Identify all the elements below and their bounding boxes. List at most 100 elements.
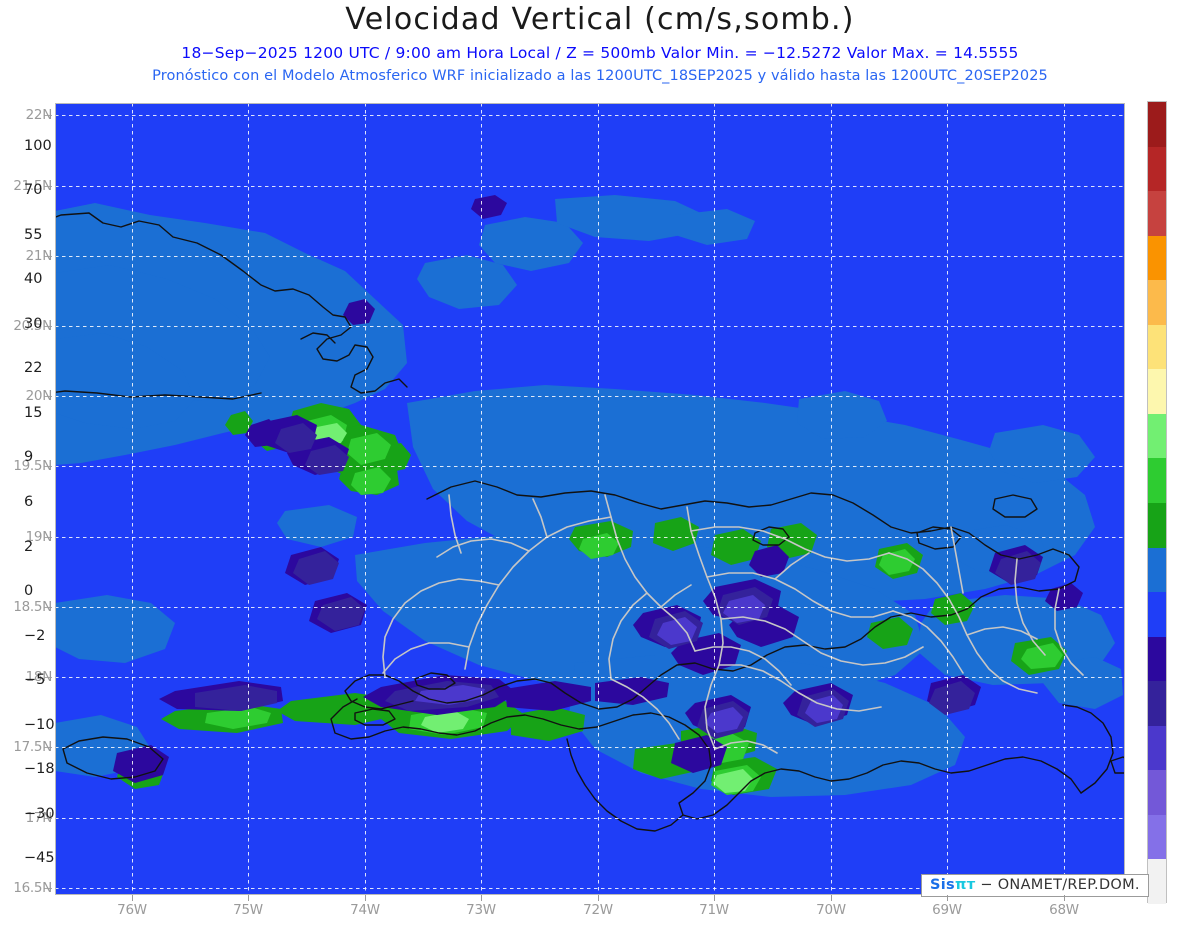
longitude-tick-mark [248,895,249,901]
longitude-tick-mark [831,895,832,901]
colorbar-tick-label: 70 [24,182,43,199]
latitude-tick-label: 17.5N [13,739,52,755]
longitude-tick-label: 68W [1049,902,1079,918]
vertical-velocity-shading [55,103,1125,895]
longitude-tick-mark [1064,895,1065,901]
longitude-tick-label: 70W [816,902,846,918]
longitude-tick-mark [132,895,133,901]
colorbar-segment[interactable] [1148,814,1166,860]
colorbar-tick-label: 6 [24,494,34,510]
colorbar-segment[interactable] [1148,369,1166,414]
latitude-tick-label: 21.5N [13,178,52,194]
forecast-meta-line: 18−Sep−2025 1200 UTC / 9:00 am Hora Loca… [181,44,1019,62]
latitude-tick-label: 17N [25,810,53,826]
latitude-tick-mark [44,396,52,397]
latitude-tick-label: 20.5N [13,318,52,334]
latitude-tick-label: 22N [25,107,53,123]
latitude-tick-label: 18N [25,669,53,685]
colorbar-tick-label: 100 [24,137,52,154]
gridline-horizontal [55,256,1125,257]
colorbar-tick-label: 15 [24,404,43,421]
gridline-vertical [365,103,366,895]
gridline-vertical [248,103,249,895]
colorbar-segment[interactable] [1148,458,1166,503]
colorbar-tick-label: 2 [24,538,34,555]
longitude-tick-mark [714,895,715,901]
longitude-tick-label: 69W [932,902,962,918]
longitude-tick-mark [365,895,366,901]
latitude-tick-label: 20N [25,388,53,404]
colorbar-segment[interactable] [1148,102,1166,147]
longitude-tick-label: 71W [699,902,729,918]
longitude-tick-label: 75W [233,902,263,918]
colorbar-tick-label: 22 [24,360,43,377]
colorbar-tick-label: −30 [24,805,55,822]
colorbar-segment[interactable] [1148,725,1166,771]
gridline-vertical [481,103,482,895]
latitude-tick-mark [44,537,52,538]
latitude-tick-label: 18.5N [13,599,52,615]
gridline-vertical [947,103,948,895]
latitude-tick-mark [44,607,52,608]
latitude-tick-mark [44,818,52,819]
colorbar-tick-label: −2 [24,627,46,644]
page-title: Velocidad Vertical (cm/s,somb.) [345,2,855,37]
colorbar-segment[interactable] [1148,235,1166,281]
latitude-tick-mark [44,888,52,889]
gridline-horizontal [55,466,1125,467]
longitude-tick-label: 74W [350,902,380,918]
latitude-tick-mark [44,326,52,327]
gridline-vertical [714,103,715,895]
gridline-horizontal [55,115,1125,116]
colorbar-segment[interactable] [1148,636,1166,682]
colorbar-tick-label: −45 [24,850,55,867]
longitude-tick-mark [947,895,948,901]
colorbar-tick-label: −10 [24,716,55,733]
colorbar-segment[interactable] [1148,324,1166,370]
gridline-horizontal [55,607,1125,608]
colorbar-segment[interactable] [1148,681,1166,726]
gridline-vertical [831,103,832,895]
colorbar-tick-label: 0 [24,583,34,600]
colorbar-segment[interactable] [1148,503,1166,548]
logo-pi-icon: πт [954,877,976,893]
longitude-tick-mark [481,895,482,901]
gridline-vertical [598,103,599,895]
logo-agency-text: − ONAMET/REP.DOM. [980,877,1140,893]
colorbar-segment[interactable] [1148,146,1166,192]
colorbar-tick-label: 30 [24,315,43,332]
gridline-horizontal [55,888,1125,889]
colorbar-segment[interactable] [1148,413,1166,459]
colorbar-segment[interactable] [1148,770,1166,815]
latitude-tick-mark [44,466,52,467]
latitude-tick-label: 16.5N [13,880,52,896]
colorbar-tick-label: −5 [24,672,46,689]
latitude-tick-label: 19.5N [13,458,52,474]
latitude-tick-mark [44,747,52,748]
gridline-horizontal [55,537,1125,538]
longitude-tick-label: 76W [117,902,147,918]
gridline-horizontal [55,747,1125,748]
colorbar-segment[interactable] [1148,547,1166,593]
latitude-tick-mark [44,186,52,187]
colorbar-tick-label: 55 [24,226,43,243]
latitude-axis: 22N 21.5N 21N 20.5N 20N 19.5N 19N 18.5N 18N 17.5N… [0,0,55,927]
model-description-line: Pronóstico con el Modelo Atmosferico WRF… [152,68,1048,84]
logo-sis-text: Sis [930,877,955,893]
longitude-tick-mark [598,895,599,901]
colorbar-segment[interactable] [1148,859,1166,904]
gridline-horizontal [55,818,1125,819]
colorbar-tick-label: 9 [24,449,34,466]
colorbar[interactable] [1147,101,1167,904]
gridline-horizontal [55,186,1125,187]
map-plot-area[interactable] [55,103,1125,895]
gridline-vertical [132,103,133,895]
latitude-tick-mark [44,677,52,678]
latitude-tick-mark [44,256,52,257]
colorbar-tick-label: −18 [24,761,55,778]
gridline-horizontal [55,396,1125,397]
colorbar-segment[interactable] [1148,592,1166,637]
colorbar-segment[interactable] [1148,191,1166,236]
longitude-tick-label: 73W [466,902,496,918]
colorbar-segment[interactable] [1148,280,1166,325]
